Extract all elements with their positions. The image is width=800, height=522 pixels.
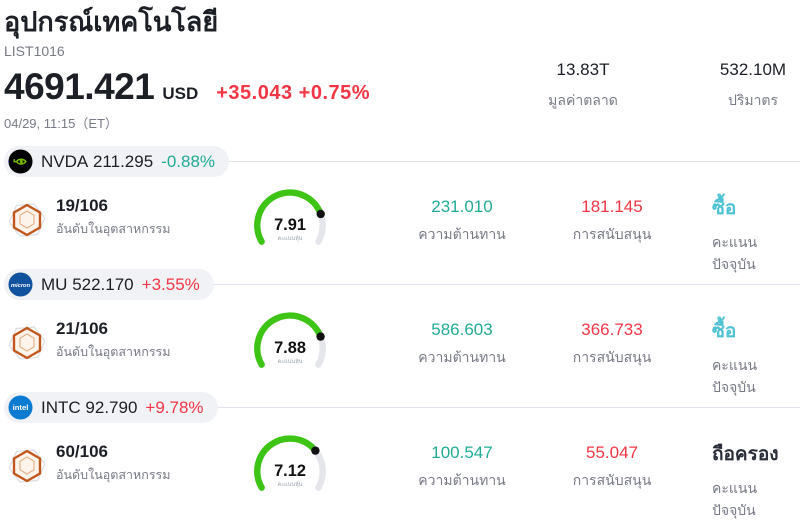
- industry-rank-value: 19/106: [56, 196, 108, 215]
- ticker-and-price: MU 522.170: [41, 274, 134, 294]
- market-cap-value: 13.83T: [556, 60, 610, 79]
- price-line: 4691.421 USD +35.043 +0.75%: [4, 68, 800, 105]
- market-cap-stat: 13.83T มูลค่าตลาด: [523, 60, 643, 112]
- resistance-value: 586.603: [431, 320, 493, 339]
- row-divider: [229, 161, 800, 162]
- support-value: 55.047: [586, 443, 638, 462]
- score-label: คะแนนหุ้น: [278, 358, 303, 365]
- rank-badge-icon: [8, 449, 46, 483]
- signal-block: ถือครอง คะแนนปัจจุบัน: [712, 439, 800, 522]
- resistance-metric: 231.010 ความต้านทาน: [377, 197, 547, 246]
- rank-badge-icon: [8, 326, 46, 360]
- support-metric: 181.145 การสนับสนุน: [527, 197, 697, 246]
- industry-rank-label: อันดับในอุตสาหกรรม: [56, 468, 171, 482]
- index-price: 4691.421: [4, 65, 155, 107]
- support-label: การสนับสนุน: [572, 349, 652, 365]
- stock-pill-row: micron MU 522.170 +3.55%: [0, 269, 800, 300]
- signal-block: ซื้อ คะแนนปัจจุบัน: [712, 316, 800, 399]
- stock-chip-nvda[interactable]: NVDA 211.295 -0.88%: [4, 146, 230, 177]
- ticker-and-price: NVDA 211.295: [41, 151, 154, 171]
- score-value: 7.91: [274, 216, 306, 234]
- industry-rank-block: 60/106 อันดับในอุตสาหกรรม: [8, 442, 171, 485]
- stock-chip-mu[interactable]: micron MU 522.170 +3.55%: [4, 269, 214, 300]
- resistance-label: ความต้านทาน: [418, 472, 506, 488]
- quote-timestamp: 04/29, 11:15（ET）: [4, 115, 118, 131]
- resistance-metric: 586.603 ความต้านทาน: [377, 320, 547, 369]
- symbol-code: LIST1016: [4, 42, 65, 59]
- page-title: อุปกรณ์เทคโนโลยี: [4, 7, 219, 37]
- signal-label: คะแนนปัจจุบัน: [712, 357, 758, 395]
- stock-chip-intc[interactable]: intel INTC 92.790 +9.78%: [4, 392, 218, 423]
- stock-section-intc: intel INTC 92.790 +9.78% 60/106 อันดับใน…: [0, 392, 800, 518]
- resistance-metric: 100.547 ความต้านทาน: [377, 443, 547, 492]
- industry-rank-label: อันดับในอุตสาหกรรม: [56, 222, 171, 236]
- svg-text:micron: micron: [11, 283, 31, 289]
- stock-pill-row: NVDA 211.295 -0.88%: [0, 146, 800, 177]
- score-value: 7.88: [274, 339, 306, 357]
- score-gauge: 7.91 คะแนนหุ้น: [254, 189, 326, 245]
- support-value: 366.733: [581, 320, 643, 339]
- intel-logo-icon: intel: [8, 395, 33, 420]
- score-value: 7.12: [274, 462, 306, 480]
- row-divider: [213, 284, 800, 285]
- signal-block: ซื้อ คะแนนปัจจุบัน: [712, 193, 800, 276]
- change-percent: -0.88%: [161, 151, 216, 171]
- score-label: คะแนนหุ้น: [278, 481, 303, 488]
- volume-value: 532.10M: [719, 60, 787, 79]
- volume-label: ปริมาตร: [727, 92, 779, 108]
- resistance-label: ความต้านทาน: [418, 349, 506, 365]
- signal-label: คะแนนปัจจุบัน: [712, 234, 758, 272]
- score-label: คะแนนหุ้น: [278, 235, 303, 242]
- stock-row-content: 21/106 อันดับในอุตสาหกรรม 7.88 คะแนนหุ้น…: [0, 300, 800, 395]
- nvidia-logo-icon: [8, 149, 33, 174]
- resistance-value: 231.010: [431, 197, 493, 216]
- stock-row-content: 19/106 อันดับในอุตสาหกรรม 7.91 คะแนนหุ้น…: [0, 177, 800, 272]
- stock-pill-row: intel INTC 92.790 +9.78%: [0, 392, 800, 423]
- ticker-and-price: INTC 92.790: [41, 397, 138, 417]
- industry-rank-block: 19/106 อันดับในอุตสาหกรรม: [8, 196, 171, 239]
- support-metric: 55.047 การสนับสนุน: [527, 443, 697, 492]
- row-divider: [217, 407, 800, 408]
- support-metric: 366.733 การสนับสนุน: [527, 320, 697, 369]
- support-label: การสนับสนุน: [572, 472, 652, 488]
- stock-section-nvda: NVDA 211.295 -0.88% 19/106 อันดับในอุตสา…: [0, 146, 800, 272]
- change-percent: +3.55%: [141, 274, 200, 294]
- support-label: การสนับสนุน: [572, 226, 652, 242]
- score-gauge: 7.12 คะแนนหุ้น: [254, 435, 326, 491]
- signal-value: ถือครอง: [712, 444, 779, 465]
- index-change: +35.043 +0.75%: [216, 81, 371, 104]
- stock-row-content: 60/106 อันดับในอุตสาหกรรม 7.12 คะแนนหุ้น…: [0, 423, 800, 518]
- signal-label: คะแนนปัจจุบัน: [712, 480, 758, 518]
- support-value: 181.145: [581, 197, 643, 216]
- resistance-value: 100.547: [431, 443, 493, 462]
- industry-rank-value: 21/106: [56, 319, 108, 338]
- volume-stat: 532.10M ปริมาตร: [703, 60, 800, 112]
- currency-label: USD: [162, 83, 199, 103]
- rank-badge-icon: [8, 203, 46, 237]
- industry-rank-value: 60/106: [56, 442, 108, 461]
- signal-value: ซื้อ: [712, 198, 737, 219]
- micron-logo-icon: micron: [8, 272, 33, 297]
- svg-text:intel: intel: [13, 403, 29, 412]
- resistance-label: ความต้านทาน: [418, 226, 506, 242]
- index-header: อุปกรณ์เทคโนโลยี LIST1016 4691.421 USD +…: [0, 0, 800, 146]
- market-cap-label: มูลค่าตลาด: [548, 92, 618, 108]
- score-gauge: 7.88 คะแนนหุ้น: [254, 312, 326, 368]
- signal-value: ซื้อ: [712, 321, 737, 342]
- change-percent: +9.78%: [145, 397, 204, 417]
- stock-section-mu: micron MU 522.170 +3.55% 21/106 อันดับใน…: [0, 269, 800, 395]
- industry-rank-label: อันดับในอุตสาหกรรม: [56, 345, 171, 359]
- industry-rank-block: 21/106 อันดับในอุตสาหกรรม: [8, 319, 171, 362]
